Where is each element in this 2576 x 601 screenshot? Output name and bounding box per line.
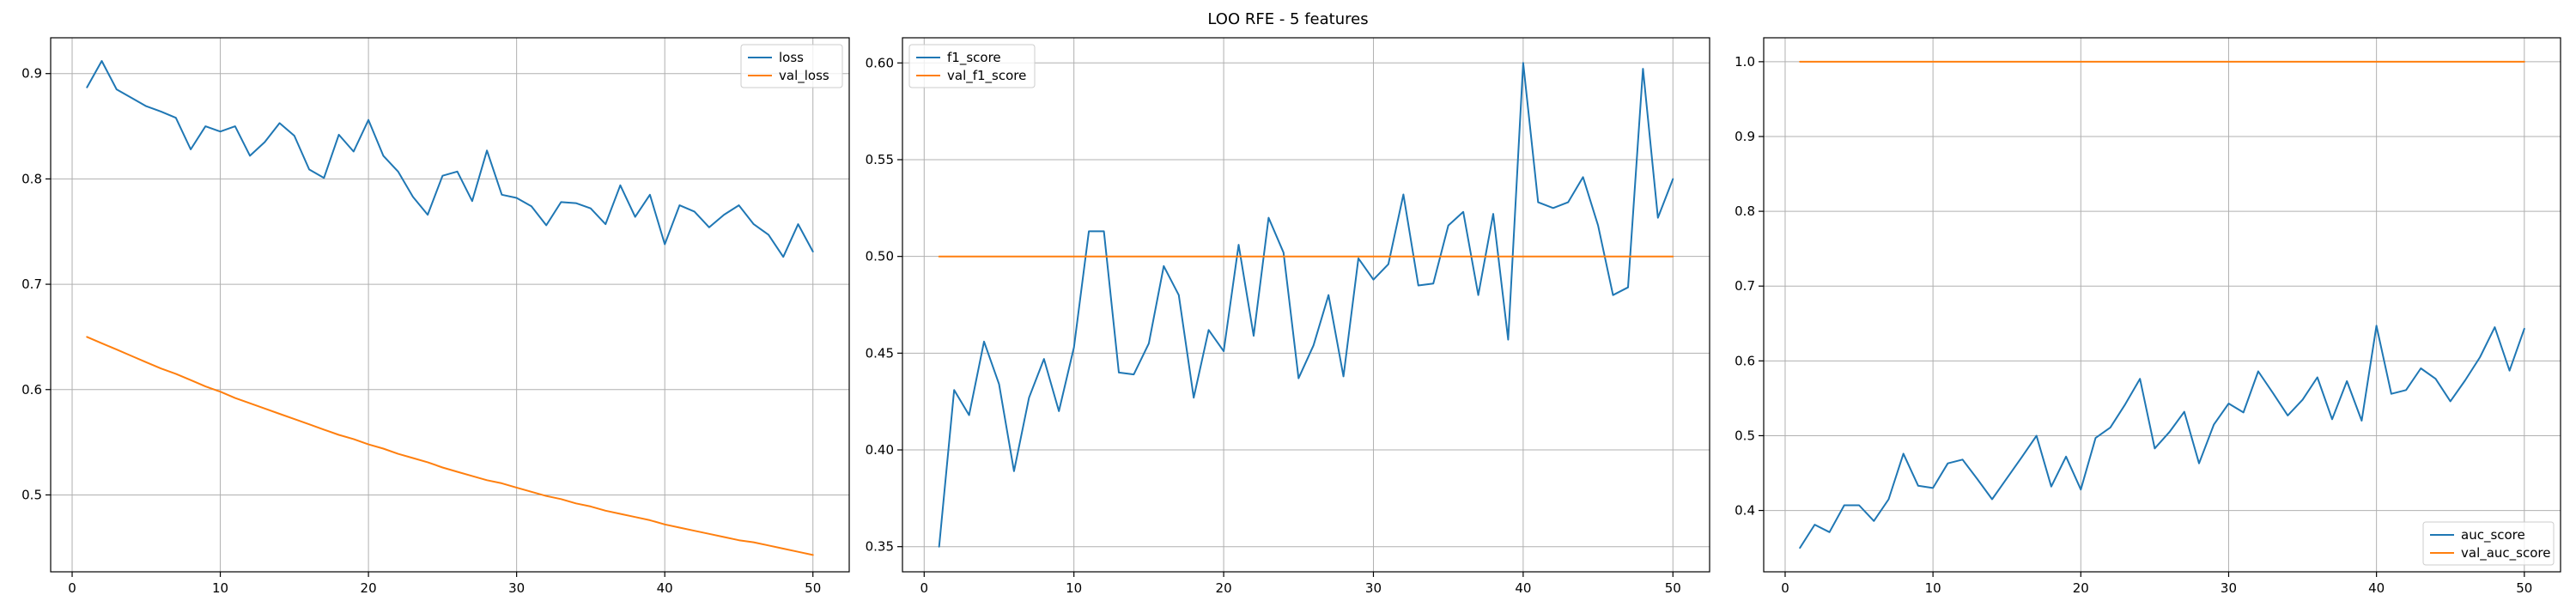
y-tick-label: 0.7 — [21, 276, 42, 292]
x-tick-label: 20 — [1216, 580, 1232, 596]
series-line-loss — [86, 60, 814, 258]
legend-label-val-loss: val_loss — [779, 68, 829, 84]
y-tick-label: 0.8 — [1735, 203, 1755, 219]
x-tick-label: 30 — [508, 580, 525, 596]
x-tick-label: 10 — [1066, 580, 1082, 596]
y-tick-label: 1.0 — [1735, 54, 1755, 70]
y-tick-label: 0.40 — [866, 442, 894, 458]
legend-frame — [908, 44, 1036, 88]
legend-label-val-auc-score: val_auc_score — [2461, 545, 2551, 562]
x-tick-label: 30 — [1365, 580, 1382, 596]
y-tick-label: 0.5 — [1735, 428, 1755, 443]
y-tick-label: 0.50 — [866, 249, 894, 264]
x-tick-label: 10 — [1925, 580, 1941, 596]
legend: loss val_loss — [740, 44, 843, 88]
subplot-loss: 0 10 20 30 40 50 0.5 0.6 0.7 0.8 0.9 loss val_loss — [21, 37, 850, 596]
x-tick-label: 30 — [2221, 580, 2237, 596]
x-tick-label: 10 — [212, 580, 228, 596]
y-tick-label: 0.7 — [1735, 278, 1755, 294]
x-tick-label: 50 — [1665, 580, 1681, 596]
legend-frame — [740, 44, 843, 88]
figure-title: LOO RFE - 5 features — [1207, 10, 1368, 28]
legend-frame — [2422, 521, 2555, 566]
axes-frame — [1763, 37, 2561, 573]
x-tick-label: 40 — [1515, 580, 1531, 596]
series-line-auc-score — [1799, 325, 2525, 549]
axes-frame — [902, 37, 1710, 573]
legend-label-auc-score: auc_score — [2461, 527, 2525, 543]
x-tick-label: 20 — [361, 580, 377, 596]
y-tick-label: 0.45 — [866, 345, 894, 361]
y-tick-label: 0.60 — [866, 55, 894, 70]
y-tick-label: 0.55 — [866, 152, 894, 167]
x-tick-label: 50 — [805, 580, 821, 596]
subplot-f1-score: 0 10 20 30 40 50 0.35 0.40 0.45 0.50 0.55 0.60 f1_sc… — [866, 37, 1710, 596]
x-tick-label: 0 — [1781, 580, 1789, 596]
y-tick-label: 0.6 — [1735, 353, 1755, 368]
series-line-val-loss — [86, 336, 814, 556]
subplot-auc-score: 0 10 20 30 40 50 0.4 0.5 0.6 0.7 0.8 0.9 1.0 auc_scor… — [1735, 37, 2561, 596]
legend-label-val-f1-score: val_f1_score — [947, 68, 1026, 84]
legend-label-f1-score: f1_score — [947, 50, 1001, 66]
y-tick-label: 0.35 — [866, 539, 894, 555]
x-tick-label: 0 — [68, 580, 76, 596]
y-tick-label: 0.5 — [21, 487, 42, 502]
x-tick-label: 20 — [2073, 580, 2089, 596]
y-tick-label: 0.9 — [21, 66, 42, 82]
y-tick-label: 0.9 — [1735, 129, 1755, 144]
y-tick-label: 0.4 — [1735, 503, 1755, 519]
x-tick-label: 50 — [2516, 580, 2532, 596]
y-tick-label: 0.8 — [21, 171, 42, 186]
series-line-f1-score — [938, 62, 1674, 548]
legend: f1_score val_f1_score — [908, 44, 1036, 88]
legend: auc_score val_auc_score — [2422, 521, 2555, 566]
x-tick-label: 0 — [920, 580, 929, 596]
x-tick-label: 40 — [657, 580, 673, 596]
axes-frame — [50, 37, 850, 573]
legend-label-loss: loss — [779, 50, 804, 65]
x-tick-label: 40 — [2368, 580, 2385, 596]
y-tick-label: 0.6 — [21, 382, 42, 398]
